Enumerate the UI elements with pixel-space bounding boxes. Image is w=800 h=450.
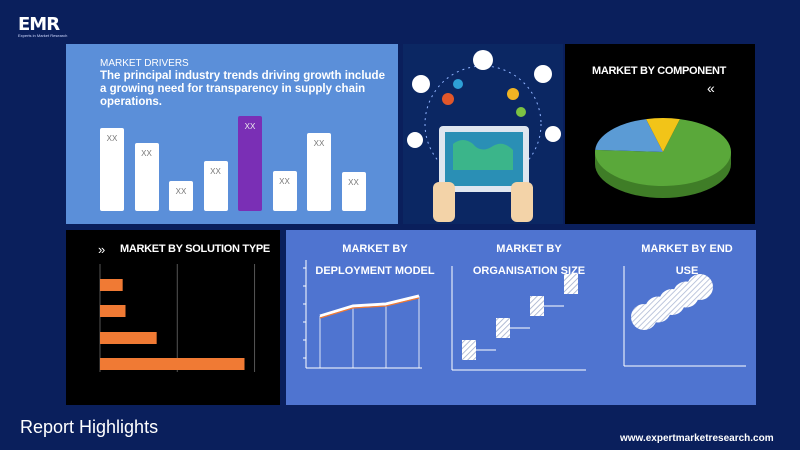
pie-slice: [595, 119, 663, 152]
component-pie-chart: [595, 118, 731, 198]
drivers-text: The principal industry trends driving gr…: [100, 70, 385, 108]
logo-mark: EMR: [18, 14, 60, 35]
truck-icon: [534, 65, 552, 83]
drivers-bar-label: XX: [175, 187, 187, 197]
deployment-title: MARKET BY DEPLOYMENT MODEL: [315, 243, 435, 277]
drivers-bar: XX: [341, 171, 366, 211]
market-drivers-panel: MARKET DRIVERS The principal industry tr…: [66, 44, 398, 224]
chevron-left-icon: «: [707, 80, 715, 96]
pie-slice: [646, 118, 680, 152]
end-use-title: MARKET BY END USE: [641, 243, 733, 277]
drivers-bar-label: XX: [106, 133, 118, 143]
drivers-bar-label: XX: [348, 177, 359, 187]
drivers-bar: XX: [169, 181, 193, 211]
gear-icon: [412, 75, 430, 93]
emr-logo: EMR Experts in Market Research: [18, 14, 68, 42]
drivers-bar: XX: [100, 127, 124, 211]
solution-title: MARKET BY SOLUTION TYPE: [120, 243, 270, 255]
deployment-line-accent: [319, 297, 420, 319]
drivers-bar: XX: [272, 170, 297, 211]
chevron-right-icon: »: [98, 242, 106, 257]
supply-chain-illustration: [403, 44, 563, 224]
bubble: [687, 274, 713, 300]
deployment-organisation-enduse-panel: MARKET BY DEPLOYMENT MODEL MARKET BY ORG…: [286, 230, 756, 405]
end-use-bubble-chart: [623, 266, 746, 367]
market-by-component-panel: MARKET BY COMPONENT «: [565, 44, 755, 224]
drivers-bar-label: XX: [210, 167, 221, 177]
step-box: [496, 318, 510, 338]
drivers-bar: XX: [203, 161, 228, 211]
solution-bar-chart: [99, 264, 256, 372]
step-box: [564, 274, 578, 294]
pie-slice: [595, 119, 731, 186]
solution-bar: [100, 358, 245, 370]
step-box: [462, 340, 476, 360]
box-icon: [545, 126, 561, 142]
globe-icon: [473, 50, 493, 70]
solution-bar: [100, 332, 157, 344]
market-by-solution-panel: » MARKET BY SOLUTION TYPE: [66, 230, 280, 405]
organisation-title: MARKET BY ORGANISATION SIZE: [472, 243, 586, 277]
step-box: [530, 296, 544, 316]
drivers-label: MARKET DRIVERS: [100, 58, 189, 69]
logo-tagline: Experts in Market Research: [18, 33, 68, 38]
drivers-bar: XX: [238, 116, 262, 211]
report-highlights-title: Report Highlights: [20, 417, 159, 437]
drivers-bar: XX: [134, 143, 159, 211]
tablet-globe-illustration: [407, 50, 561, 222]
cart-icon: [407, 132, 423, 148]
drivers-bar-label: XX: [313, 138, 325, 148]
solution-bar: [100, 279, 123, 291]
drivers-bar-label: XX: [244, 122, 256, 131]
drivers-bar: XX: [307, 132, 331, 211]
drivers-bar-label: XX: [279, 176, 290, 186]
website-link[interactable]: www.expertmarketresearch.com: [620, 433, 774, 444]
deployment-line: [319, 294, 420, 318]
deployment-line-chart: [303, 260, 422, 369]
component-title: MARKET BY COMPONENT: [592, 65, 727, 77]
drivers-bar-label: XX: [141, 149, 152, 159]
solution-bar: [100, 305, 126, 317]
organisation-step-chart: [451, 266, 586, 371]
